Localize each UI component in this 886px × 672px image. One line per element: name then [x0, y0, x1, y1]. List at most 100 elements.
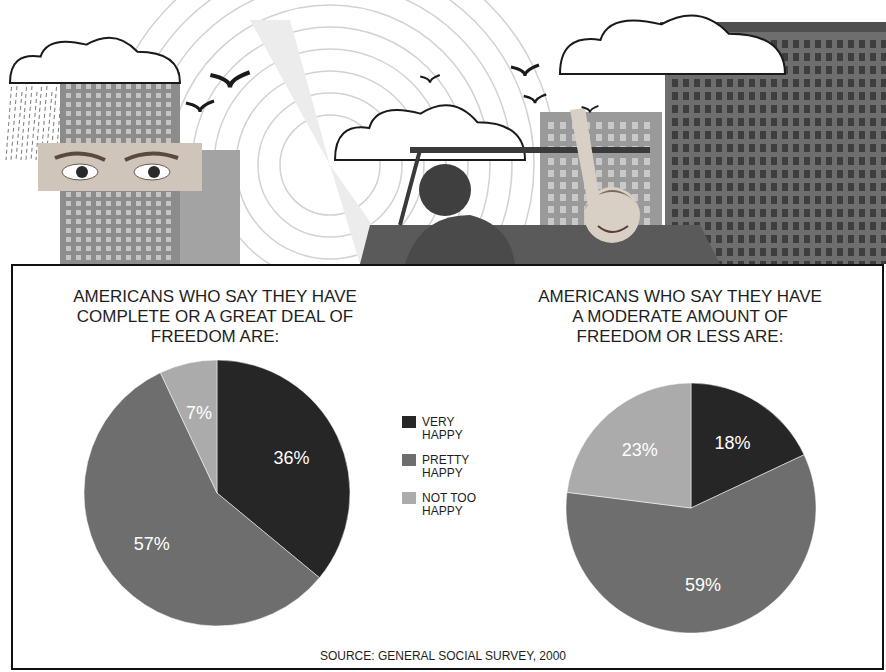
window — [126, 201, 131, 206]
window — [116, 84, 121, 89]
window — [116, 255, 121, 260]
window — [815, 261, 821, 264]
window — [66, 111, 71, 116]
window — [771, 183, 777, 191]
window — [106, 138, 111, 143]
window — [705, 105, 711, 113]
window — [738, 92, 744, 100]
window — [66, 246, 71, 251]
windshield — [410, 147, 650, 153]
window — [727, 183, 733, 191]
window — [632, 170, 638, 177]
window — [837, 131, 843, 139]
window — [106, 210, 111, 215]
window — [749, 170, 755, 178]
window — [146, 111, 151, 116]
text-line: NOT TOO — [422, 491, 476, 505]
window — [136, 237, 141, 242]
window — [86, 219, 91, 224]
window — [793, 105, 799, 113]
window — [859, 144, 865, 152]
window — [126, 138, 131, 143]
window — [116, 192, 121, 197]
window — [156, 219, 161, 224]
window — [136, 246, 141, 251]
data-label: 7% — [186, 403, 212, 423]
window — [881, 170, 886, 178]
window — [804, 131, 810, 139]
window — [826, 118, 832, 126]
window — [848, 248, 854, 256]
window — [837, 183, 843, 191]
window — [760, 248, 766, 256]
window — [166, 228, 171, 233]
window — [683, 105, 689, 113]
window — [859, 157, 865, 165]
window — [771, 196, 777, 204]
window — [837, 53, 843, 61]
window — [683, 157, 689, 165]
window — [837, 118, 843, 126]
window — [694, 196, 700, 204]
window — [837, 170, 843, 178]
window — [106, 228, 111, 233]
window — [76, 201, 81, 206]
legend-label: NOT TOOHAPPY — [422, 491, 476, 518]
window — [870, 183, 876, 191]
window — [86, 201, 91, 206]
window — [859, 235, 865, 243]
window — [760, 79, 766, 87]
window — [86, 237, 91, 242]
window — [881, 144, 886, 152]
window — [793, 40, 799, 48]
window — [705, 170, 711, 178]
window — [837, 235, 843, 243]
window — [793, 248, 799, 256]
window — [881, 222, 886, 230]
window — [749, 235, 755, 243]
window — [560, 218, 566, 225]
window — [683, 131, 689, 139]
window — [804, 222, 810, 230]
window — [760, 170, 766, 178]
window — [881, 79, 886, 87]
window — [86, 93, 91, 98]
window — [166, 255, 171, 260]
window — [166, 246, 171, 251]
window — [727, 131, 733, 139]
window — [116, 129, 121, 134]
chart-title: AMERICANS WHO SAY THEY HAVECOMPLETE OR A… — [73, 287, 357, 346]
window — [749, 248, 755, 256]
window — [859, 79, 865, 87]
window — [560, 122, 566, 129]
window — [815, 222, 821, 230]
window — [672, 196, 678, 204]
window — [76, 210, 81, 215]
window — [116, 219, 121, 224]
window — [793, 144, 799, 152]
window — [683, 170, 689, 178]
legend-label: VERYHAPPY — [422, 415, 463, 442]
window — [870, 235, 876, 243]
window — [76, 255, 81, 260]
window — [859, 118, 865, 126]
window — [146, 246, 151, 251]
window — [738, 144, 744, 152]
rain — [31, 92, 37, 160]
man-body — [405, 215, 515, 264]
window — [782, 261, 788, 264]
window — [106, 84, 111, 89]
window — [782, 105, 788, 113]
window — [716, 92, 722, 100]
window — [826, 222, 832, 230]
window — [815, 157, 821, 165]
window — [738, 170, 744, 178]
window — [870, 222, 876, 230]
ray — [250, 20, 330, 165]
window — [96, 192, 101, 197]
window — [727, 105, 733, 113]
window — [826, 157, 832, 165]
window — [848, 170, 854, 178]
window — [870, 40, 876, 48]
window — [116, 246, 121, 251]
